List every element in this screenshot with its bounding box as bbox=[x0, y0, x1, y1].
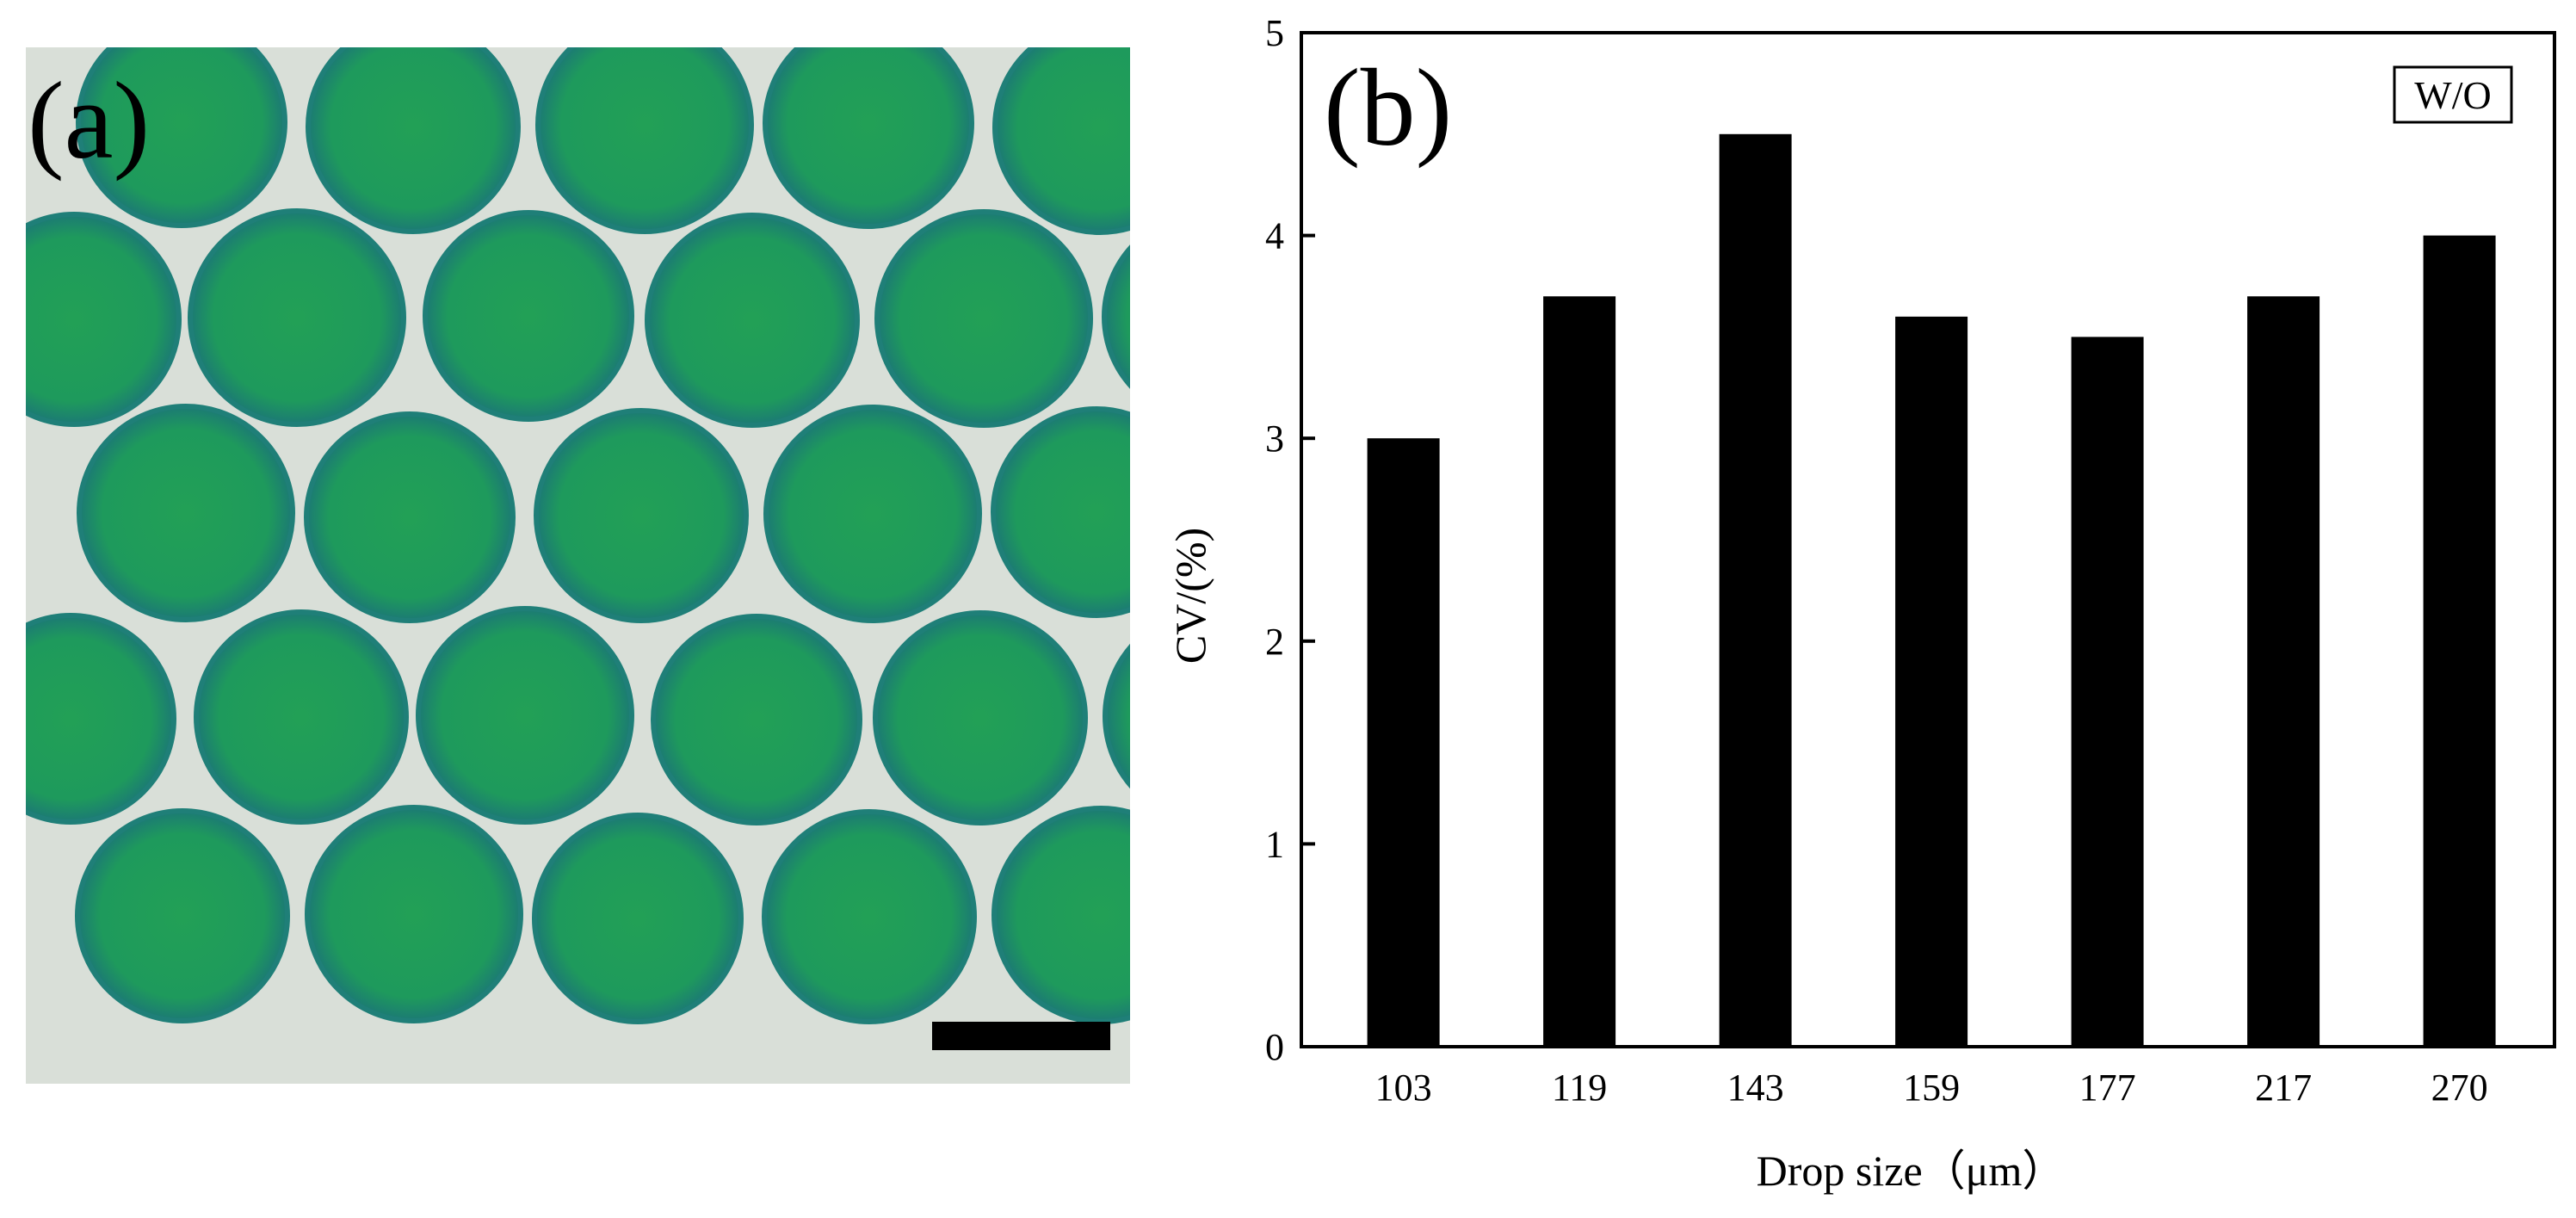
droplet bbox=[75, 808, 290, 1023]
x-tick-label: 159 bbox=[1903, 1067, 1960, 1109]
x-tick-label: 270 bbox=[2431, 1067, 2488, 1109]
droplet bbox=[535, 47, 754, 234]
droplet bbox=[423, 210, 634, 422]
bar bbox=[1543, 296, 1616, 1047]
droplet bbox=[1103, 643, 1130, 789]
legend-label: W/O bbox=[2414, 73, 2491, 117]
y-tick-label: 3 bbox=[1265, 417, 1284, 460]
droplet bbox=[991, 406, 1130, 618]
bar bbox=[2423, 235, 2496, 1048]
droplet bbox=[651, 614, 862, 825]
droplet bbox=[304, 411, 516, 623]
x-axis-label: Drop size（μm） bbox=[1757, 1147, 2066, 1195]
droplet bbox=[77, 404, 295, 622]
y-axis: 0 1 2 3 4 5 bbox=[1265, 12, 1315, 1068]
y-axis-label: CV/(%) bbox=[1166, 528, 1214, 664]
droplet bbox=[763, 47, 974, 229]
panel-a-label: (a) bbox=[28, 59, 150, 182]
y-tick-label: 1 bbox=[1265, 823, 1284, 865]
y-tick-label: 2 bbox=[1265, 621, 1284, 663]
panel-b-label: (b) bbox=[1324, 46, 1452, 169]
bar bbox=[1895, 316, 1968, 1048]
droplet bbox=[194, 609, 409, 825]
y-tick-label: 5 bbox=[1265, 12, 1284, 54]
droplet bbox=[532, 813, 744, 1024]
droplet bbox=[26, 613, 176, 825]
droplet bbox=[762, 809, 977, 1024]
droplet bbox=[76, 47, 287, 228]
droplet bbox=[305, 805, 523, 1023]
legend-box bbox=[2393, 65, 2513, 124]
droplet bbox=[306, 47, 521, 234]
droplet bbox=[873, 610, 1088, 825]
x-axis: 103 119 143 159 177 217 270 bbox=[1375, 1067, 2488, 1109]
droplet bbox=[992, 47, 1130, 235]
droplet-group bbox=[26, 47, 1130, 1024]
y-tick-label: 0 bbox=[1265, 1026, 1284, 1068]
droplet bbox=[534, 408, 749, 623]
droplet bbox=[416, 606, 634, 825]
droplet bbox=[874, 209, 1093, 428]
x-tick-label: 177 bbox=[2079, 1067, 2136, 1109]
bar bbox=[2247, 296, 2320, 1047]
droplet bbox=[188, 208, 406, 427]
bar bbox=[1719, 133, 1792, 1047]
x-tick-label: 119 bbox=[1552, 1067, 1607, 1109]
droplet bbox=[645, 213, 860, 428]
bar-chart: 0 1 2 3 4 5 103 119 143 159 177 217 270 (b) W/O CV/… bbox=[1166, 12, 2556, 1195]
bar bbox=[2071, 337, 2144, 1047]
scale-bar bbox=[932, 1022, 1110, 1050]
x-tick-label: 143 bbox=[1727, 1067, 1784, 1109]
x-tick-label: 217 bbox=[2255, 1067, 2312, 1109]
droplet bbox=[26, 212, 182, 427]
y-tick-label: 4 bbox=[1265, 215, 1284, 257]
micrograph-panel: (a) bbox=[26, 47, 1130, 1084]
bar bbox=[1367, 438, 1440, 1047]
bars-group bbox=[1367, 133, 2496, 1048]
x-tick-label: 103 bbox=[1375, 1067, 1432, 1109]
droplet bbox=[1102, 244, 1130, 389]
droplet bbox=[763, 405, 982, 623]
